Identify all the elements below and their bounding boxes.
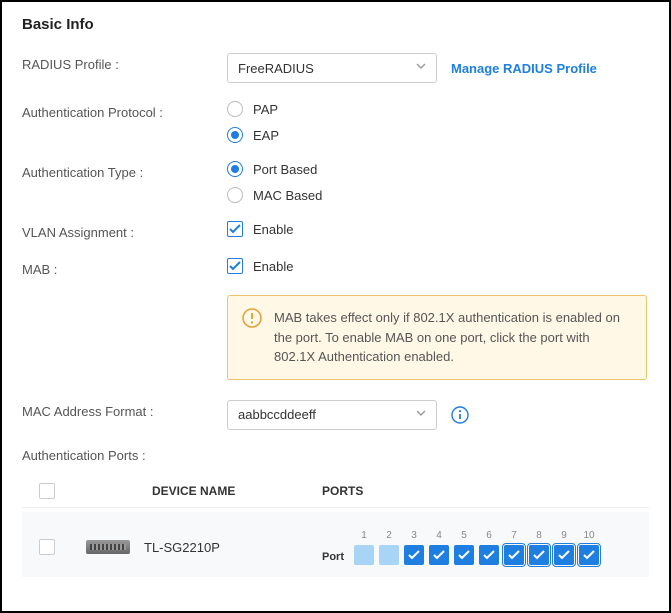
mab-alert: MAB takes effect only if 802.1X authenti… bbox=[227, 295, 647, 380]
mac-format-select[interactable]: aabbccddeeff bbox=[227, 400, 437, 430]
label-auth-ports: Authentication Ports : bbox=[22, 448, 649, 463]
port-type-label: Port bbox=[322, 551, 344, 565]
port-toggle[interactable] bbox=[529, 545, 549, 565]
table-row: TL-SG2210P Port 1 2 3 4 5 6 7 8 9 10 bbox=[22, 512, 649, 577]
checkbox-vlan-enable[interactable]: Enable bbox=[227, 221, 649, 237]
device-name: TL-SG2210P bbox=[144, 540, 220, 555]
port-number: 7 bbox=[511, 530, 517, 541]
switch-device-icon bbox=[86, 540, 130, 554]
port-cell: 8 bbox=[529, 530, 549, 565]
port-toggle[interactable] bbox=[354, 545, 374, 565]
port-number: 4 bbox=[436, 530, 442, 541]
select-all-checkbox[interactable] bbox=[39, 483, 55, 499]
label-auth-protocol: Authentication Protocol : bbox=[22, 101, 227, 120]
radio-label: PAP bbox=[253, 102, 278, 117]
label-mab: MAB : bbox=[22, 258, 227, 277]
port-number: 3 bbox=[411, 530, 417, 541]
radio-mac-based[interactable]: MAC Based bbox=[227, 187, 649, 203]
row-mac-format: MAC Address Format : aabbccddeeff bbox=[22, 400, 649, 430]
radio-icon bbox=[227, 161, 243, 177]
port-number: 2 bbox=[386, 530, 392, 541]
port-cell: 7 bbox=[504, 530, 524, 565]
port-cell: 10 bbox=[579, 530, 599, 565]
port-cell: 3 bbox=[404, 530, 424, 565]
radio-icon bbox=[227, 101, 243, 117]
auth-ports-section: Authentication Ports : DEVICE NAME PORTS… bbox=[22, 448, 649, 577]
row-radius-profile: RADIUS Profile : FreeRADIUS Manage RADIU… bbox=[22, 53, 649, 83]
port-cell: 1 bbox=[354, 530, 374, 565]
label-mac-format: MAC Address Format : bbox=[22, 400, 227, 419]
chevron-down-icon bbox=[416, 410, 426, 420]
radio-label: MAC Based bbox=[253, 188, 322, 203]
radio-icon bbox=[227, 127, 243, 143]
port-toggle[interactable] bbox=[404, 545, 424, 565]
radio-icon bbox=[227, 187, 243, 203]
radio-eap[interactable]: EAP bbox=[227, 127, 649, 143]
radius-profile-select[interactable]: FreeRADIUS bbox=[227, 53, 437, 83]
mac-format-value: aabbccddeeff bbox=[238, 407, 316, 422]
port-number: 10 bbox=[583, 530, 594, 541]
radius-profile-value: FreeRADIUS bbox=[238, 61, 314, 76]
port-cell: 4 bbox=[429, 530, 449, 565]
ports-table-header: DEVICE NAME PORTS bbox=[22, 475, 649, 508]
row-auth-protocol: Authentication Protocol : PAP EAP bbox=[22, 101, 649, 143]
chevron-down-icon bbox=[416, 63, 426, 73]
port-toggle[interactable] bbox=[554, 545, 574, 565]
info-icon[interactable] bbox=[451, 406, 469, 424]
checkbox-icon bbox=[227, 221, 243, 237]
port-cell: 5 bbox=[454, 530, 474, 565]
radio-label: EAP bbox=[253, 128, 279, 143]
port-toggle[interactable] bbox=[504, 545, 524, 565]
port-cell: 2 bbox=[379, 530, 399, 565]
col-ports: PORTS bbox=[322, 484, 363, 498]
port-number: 5 bbox=[461, 530, 467, 541]
alert-text: MAB takes effect only if 802.1X authenti… bbox=[274, 308, 632, 367]
row-vlan-assignment: VLAN Assignment : Enable bbox=[22, 221, 649, 240]
radio-pap[interactable]: PAP bbox=[227, 101, 649, 117]
radio-label: Port Based bbox=[253, 162, 317, 177]
col-device-name: DEVICE NAME bbox=[72, 484, 322, 498]
label-auth-type: Authentication Type : bbox=[22, 161, 227, 180]
warning-icon bbox=[242, 308, 262, 328]
port-number: 8 bbox=[536, 530, 542, 541]
port-toggle[interactable] bbox=[479, 545, 499, 565]
checkbox-mab-enable[interactable]: Enable bbox=[227, 258, 649, 274]
port-cell: 6 bbox=[479, 530, 499, 565]
row-auth-type: Authentication Type : Port Based MAC Bas… bbox=[22, 161, 649, 203]
basic-info-panel: Basic Info RADIUS Profile : FreeRADIUS M… bbox=[0, 0, 671, 613]
port-toggle[interactable] bbox=[429, 545, 449, 565]
row-mab: MAB : Enable bbox=[22, 258, 649, 277]
label-vlan-assignment: VLAN Assignment : bbox=[22, 221, 227, 240]
radio-port-based[interactable]: Port Based bbox=[227, 161, 649, 177]
port-number: 1 bbox=[361, 530, 367, 541]
checkbox-label: Enable bbox=[253, 222, 293, 237]
row-checkbox[interactable] bbox=[39, 539, 55, 555]
port-number: 6 bbox=[486, 530, 492, 541]
checkbox-icon bbox=[227, 258, 243, 274]
checkbox-label: Enable bbox=[253, 259, 293, 274]
label-radius-profile: RADIUS Profile : bbox=[22, 53, 227, 72]
port-cell: 9 bbox=[554, 530, 574, 565]
section-title: Basic Info bbox=[22, 16, 649, 33]
port-toggle[interactable] bbox=[379, 545, 399, 565]
manage-radius-profile-link[interactable]: Manage RADIUS Profile bbox=[451, 61, 597, 76]
port-number: 9 bbox=[561, 530, 567, 541]
port-toggle[interactable] bbox=[579, 545, 599, 565]
port-toggle[interactable] bbox=[454, 545, 474, 565]
port-grid: 1 2 3 4 5 6 7 8 9 10 bbox=[354, 530, 599, 565]
